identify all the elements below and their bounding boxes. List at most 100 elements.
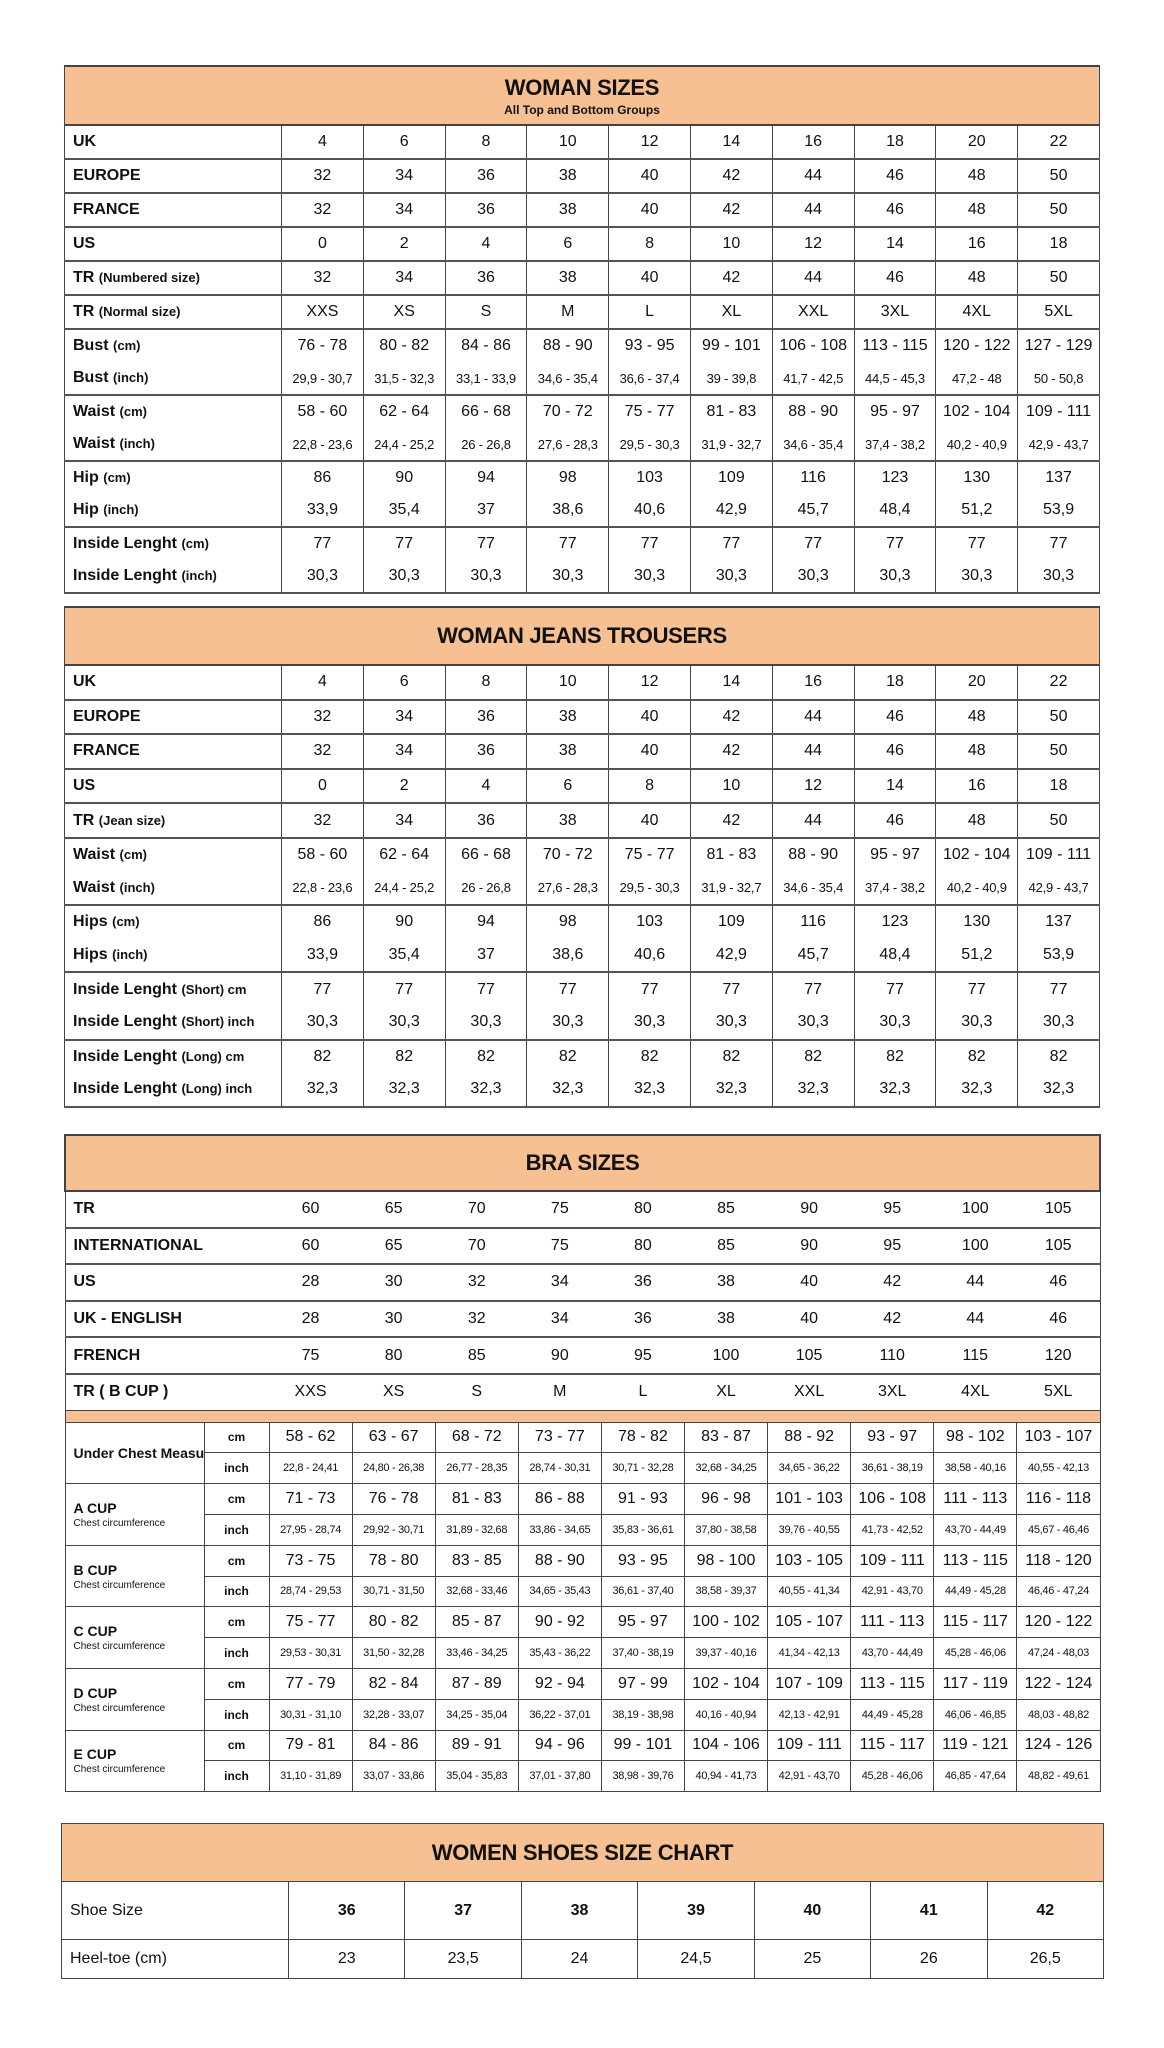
cup-subtitle: Chest circumference bbox=[73, 1641, 166, 1653]
row-unit: (cm) bbox=[103, 470, 131, 485]
size-value: XS bbox=[352, 1372, 436, 1411]
size-value: S bbox=[435, 1372, 519, 1411]
row-label: TR (Normal size) bbox=[64, 294, 282, 329]
size-value: 38 bbox=[526, 158, 610, 193]
size-value: 50 bbox=[1017, 260, 1100, 295]
inch-value: 41,34 - 42,13 bbox=[767, 1637, 852, 1669]
unit-cm: cm bbox=[203, 1544, 270, 1577]
size-value: 30,3 bbox=[853, 560, 937, 594]
row-label-text: Hips bbox=[73, 946, 108, 964]
size-value: 44 bbox=[771, 192, 855, 227]
shoe-size-value: 40 bbox=[753, 1881, 872, 1940]
row-label: Hip (inch) bbox=[64, 494, 282, 527]
size-value: 80 bbox=[601, 1226, 685, 1265]
cm-value: 98 - 100 bbox=[683, 1544, 769, 1577]
row-unit: (Normal size) bbox=[98, 304, 181, 319]
cm-value: 113 - 115 bbox=[933, 1544, 1018, 1577]
size-value: 50 - 50,8 bbox=[1017, 362, 1100, 395]
size-value: 0 bbox=[281, 767, 364, 804]
size-value: 93 - 95 bbox=[608, 328, 691, 362]
inch-value: 32,28 - 33,07 bbox=[351, 1698, 436, 1731]
size-value: 103 bbox=[608, 904, 691, 939]
size-value: L bbox=[601, 1372, 685, 1411]
size-value: 16 bbox=[771, 124, 855, 159]
inch-value: 28,74 - 29,53 bbox=[268, 1575, 353, 1608]
row-label: Waist (inch) bbox=[64, 871, 282, 906]
size-value: M bbox=[526, 294, 610, 329]
cup-row-cm: D CUP Chest circumference cm 77 - 79 82 - 84… bbox=[64, 1667, 1101, 1731]
size-value: 44 bbox=[771, 260, 855, 295]
size-value: 77 bbox=[935, 971, 1019, 1006]
size-value: 116 bbox=[771, 904, 855, 939]
cm-value: 116 - 118 bbox=[1016, 1483, 1101, 1515]
row-label-text: TR bbox=[73, 303, 95, 320]
inch-value: 35,43 - 36,22 bbox=[517, 1637, 602, 1669]
size-value: 77 bbox=[444, 526, 528, 560]
row-label: EUROPE bbox=[64, 158, 282, 193]
size-value: 40,6 bbox=[608, 494, 691, 527]
size-value: 12 bbox=[608, 124, 691, 159]
row-label-text: Hip bbox=[73, 501, 99, 518]
size-value: 44 bbox=[933, 1299, 1017, 1338]
size-value: 3XL bbox=[853, 294, 937, 329]
size-value: 30,3 bbox=[935, 1005, 1019, 1040]
size-value: 32 bbox=[281, 158, 364, 193]
size-value: 8 bbox=[608, 767, 691, 804]
size-value: 40 bbox=[608, 733, 691, 769]
size-value: 48 bbox=[935, 260, 1019, 295]
row-label-text: Hip bbox=[73, 469, 99, 486]
size-value: 50 bbox=[1017, 802, 1100, 838]
divider-row bbox=[64, 1409, 1101, 1423]
divider bbox=[64, 1409, 1101, 1423]
row-label-text: UK bbox=[73, 673, 97, 691]
unit-inch: inch bbox=[203, 1575, 270, 1608]
table-row: Inside Lenght (cm) 77 77 77 77 77 77 77 77 77 77 bbox=[64, 526, 1100, 560]
size-value: 38 bbox=[526, 192, 610, 227]
inch-value: 36,61 - 37,40 bbox=[600, 1575, 685, 1608]
size-value: 33,1 - 33,9 bbox=[444, 362, 528, 395]
size-value: 30,3 bbox=[444, 1005, 528, 1040]
unit-cm: cm bbox=[203, 1606, 270, 1639]
cm-value: 95 - 97 bbox=[600, 1606, 685, 1639]
size-value: 22 bbox=[1017, 124, 1100, 159]
size-value: 30,3 bbox=[281, 560, 364, 594]
row-label: Hip (cm) bbox=[64, 460, 282, 494]
size-value: 4 bbox=[444, 226, 528, 261]
row-label: Inside Lenght (inch) bbox=[64, 560, 282, 594]
cm-value: 111 - 113 bbox=[933, 1483, 1018, 1515]
size-value: 34 bbox=[362, 260, 446, 295]
size-value: 46 bbox=[853, 802, 937, 838]
table-header-row: BRA SIZES bbox=[63, 1134, 1102, 1192]
cup-label: A CUP Chest circumference bbox=[64, 1483, 205, 1546]
inch-value: 36,61 - 38,19 bbox=[850, 1452, 935, 1485]
size-value: 82 bbox=[853, 1038, 937, 1074]
size-value: 44 bbox=[771, 802, 855, 838]
row-label: Inside Lenght (Short) inch bbox=[64, 1005, 282, 1040]
row-label-text: Inside Lenght bbox=[73, 535, 177, 552]
cm-value: 82 - 84 bbox=[351, 1667, 436, 1700]
size-value: 24,4 - 25,2 bbox=[362, 428, 446, 461]
size-value: 77 bbox=[608, 971, 691, 1006]
shoe-size-value: 42 bbox=[986, 1881, 1105, 1940]
size-value: 8 bbox=[444, 124, 528, 159]
size-value: 42 bbox=[850, 1263, 934, 1301]
inch-value: 48,82 - 49,61 bbox=[1016, 1760, 1101, 1793]
row-label: FRENCH bbox=[64, 1336, 269, 1374]
unit-inch: inch bbox=[203, 1637, 270, 1669]
size-value: 99 - 101 bbox=[689, 328, 773, 362]
size-value: 77 bbox=[935, 526, 1019, 560]
size-value: 90 bbox=[362, 460, 446, 494]
table-row: Shoe Size 36 37 38 39 40 41 42 bbox=[61, 1881, 1105, 1940]
size-value: 82 bbox=[362, 1038, 446, 1074]
size-value: 30,3 bbox=[689, 560, 773, 594]
size-value: 47,2 - 48 bbox=[935, 362, 1019, 395]
size-value: 32,3 bbox=[771, 1073, 855, 1108]
size-value: 88 - 90 bbox=[771, 394, 855, 428]
inch-value: 42,91 - 43,70 bbox=[850, 1575, 935, 1608]
size-value: 48 bbox=[935, 192, 1019, 227]
size-value: 98 bbox=[526, 904, 610, 939]
size-value: 14 bbox=[853, 767, 937, 804]
cup-name: E CUP bbox=[73, 1746, 117, 1763]
inch-value: 27,95 - 28,74 bbox=[268, 1513, 353, 1546]
cm-value: 94 - 96 bbox=[517, 1729, 602, 1762]
